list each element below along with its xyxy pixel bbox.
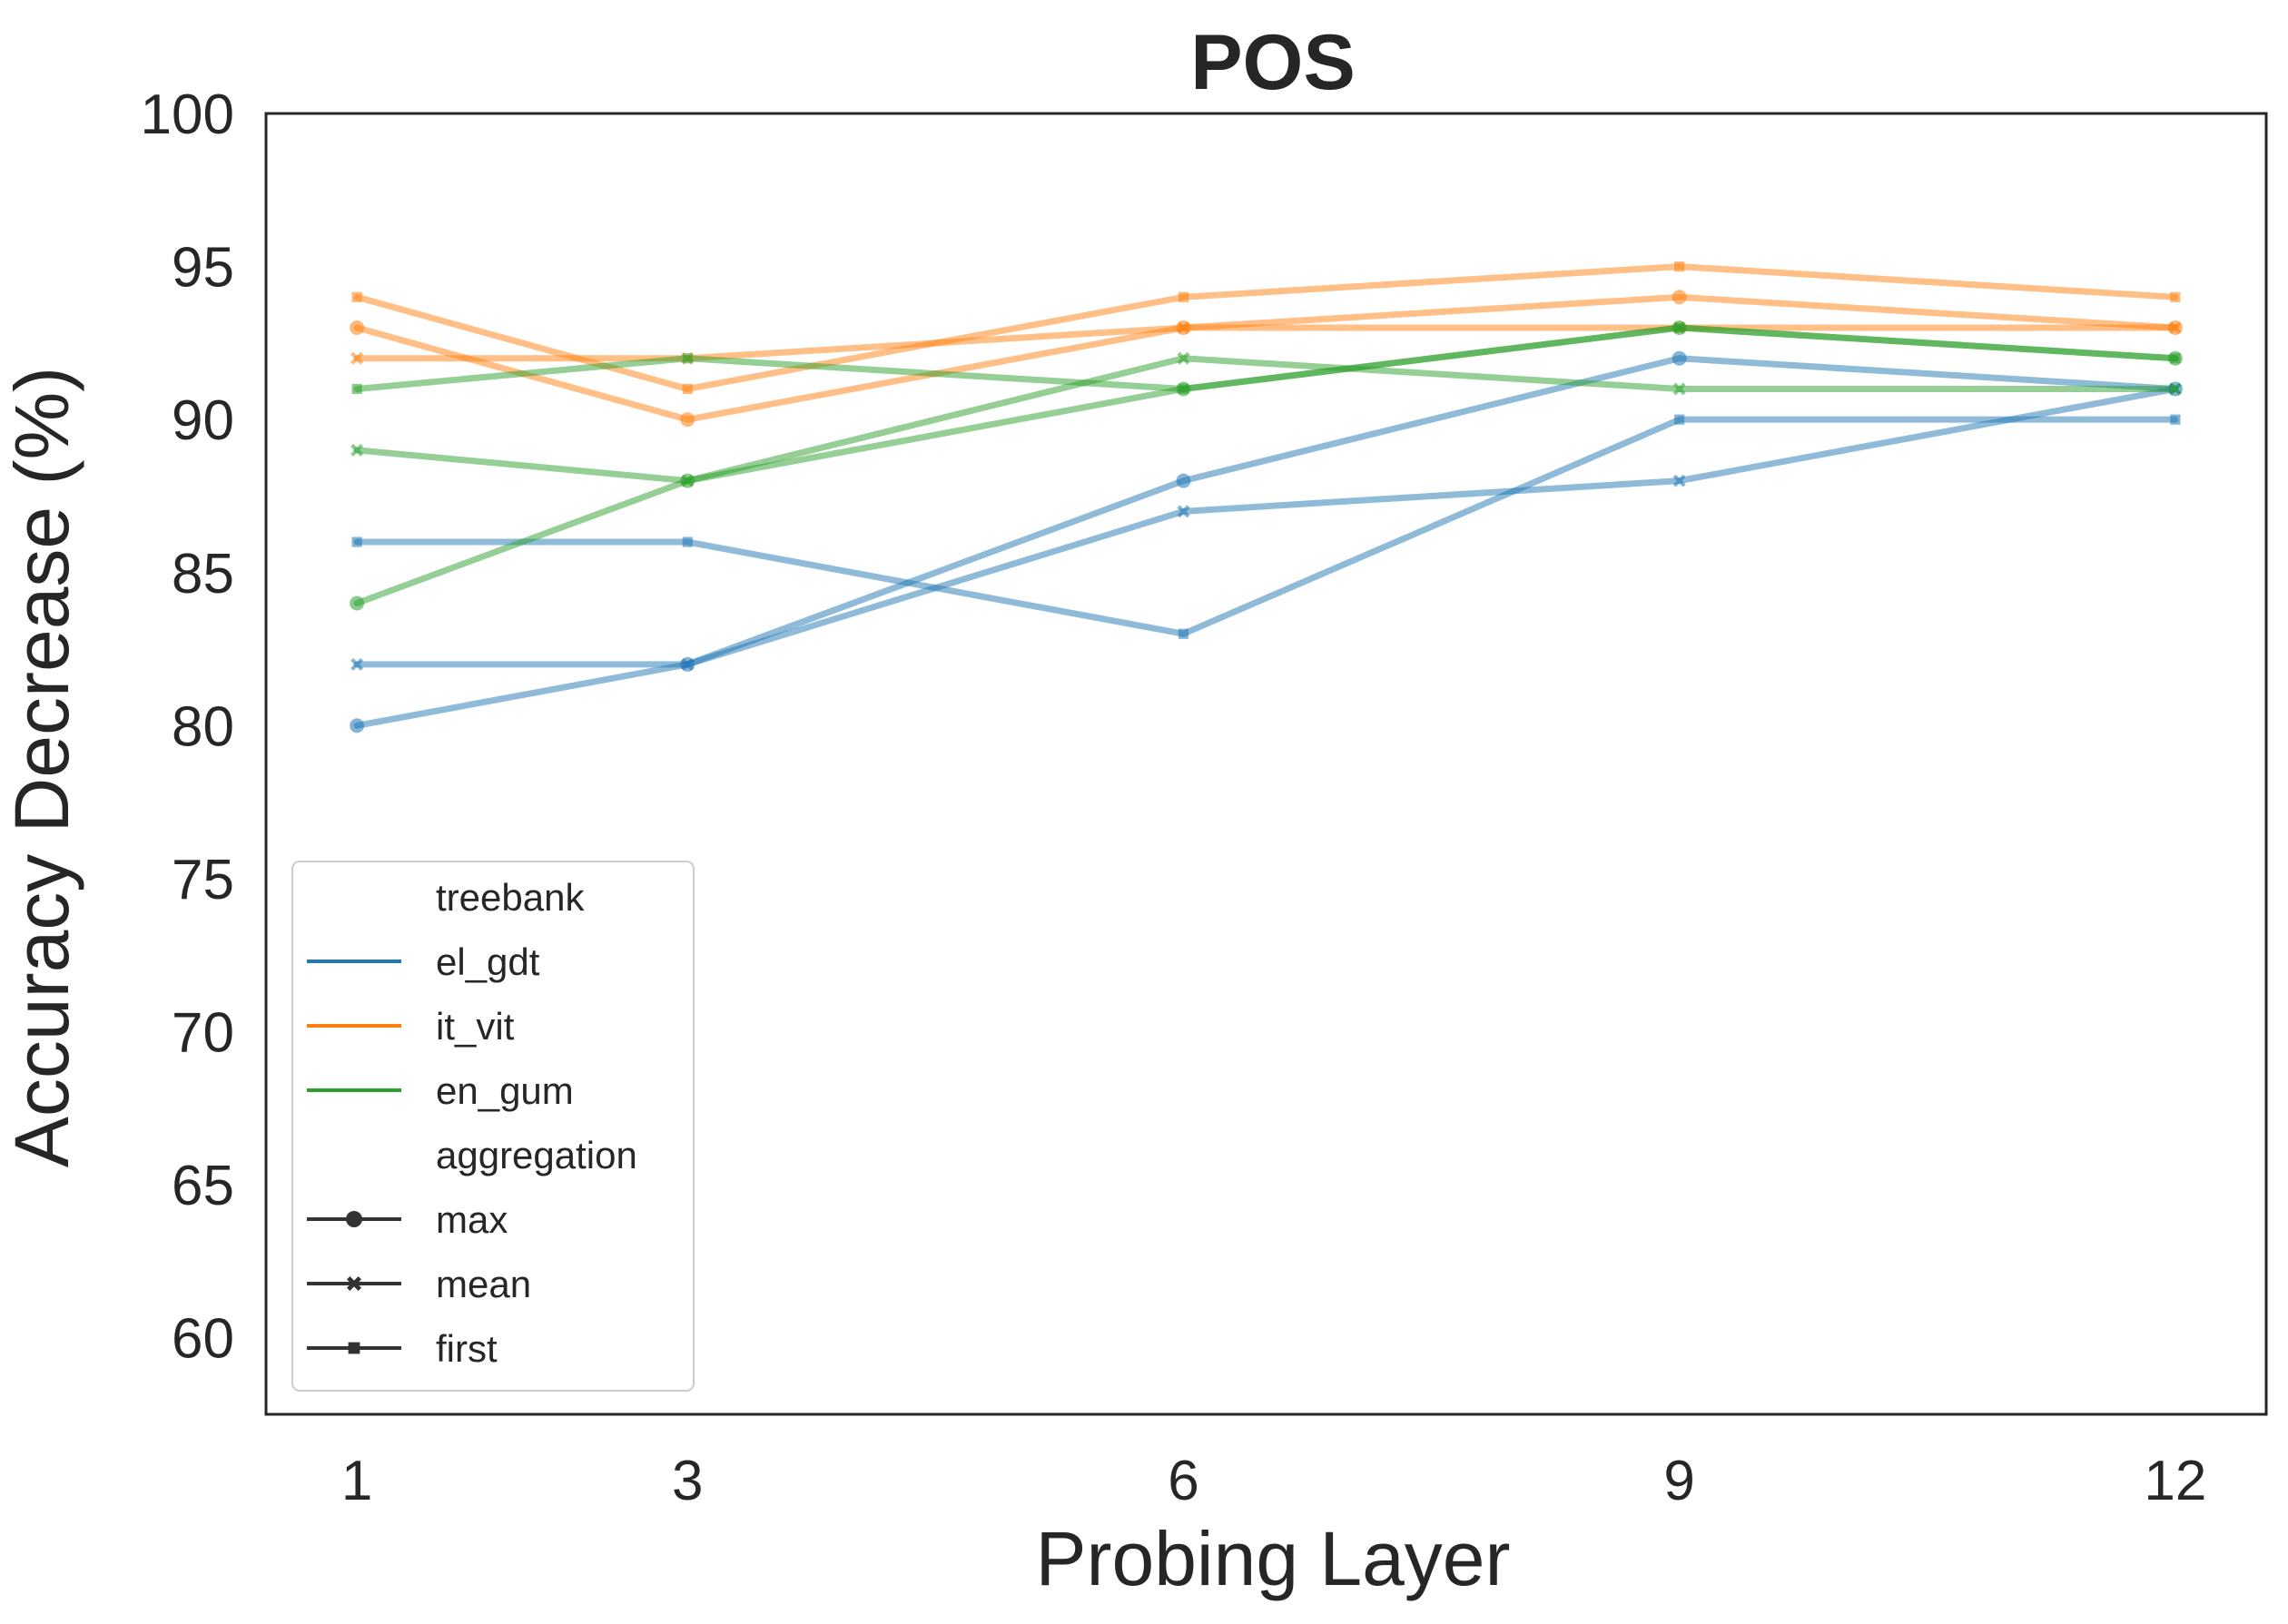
legend-title-treebank: treebank xyxy=(436,876,585,919)
series-el_gdt-first xyxy=(351,414,2181,639)
data-point xyxy=(1177,505,1190,518)
data-point xyxy=(2168,321,2182,335)
data-point xyxy=(1672,382,1686,396)
legend-entry-max: max xyxy=(307,1198,508,1241)
data-point xyxy=(350,443,364,457)
legend-title-aggregation: aggregation xyxy=(436,1134,637,1176)
legend-box xyxy=(291,861,695,1392)
legend: treebank el_gdt it_vit en_gum aggregation max… xyxy=(291,861,695,1392)
data-point xyxy=(351,291,362,302)
legend-entry-mean: mean xyxy=(307,1263,531,1305)
x-tick-label: 6 xyxy=(1168,1450,1198,1512)
y-tick-label: 75 xyxy=(172,849,234,911)
x-tick-label: 3 xyxy=(672,1450,703,1512)
data-point xyxy=(2170,353,2181,364)
data-point xyxy=(1177,351,1190,365)
y-tick-label: 100 xyxy=(141,84,234,146)
data-point xyxy=(682,353,693,364)
legend-entry-en_gum: en_gum xyxy=(307,1069,574,1112)
legend-label: first xyxy=(436,1327,498,1370)
data-point xyxy=(2170,414,2181,425)
legend-label: it_vit xyxy=(436,1005,515,1048)
legend-entry-first: first xyxy=(307,1327,498,1370)
data-point xyxy=(1674,414,1685,425)
series-en_gum-first xyxy=(351,322,2181,395)
axis-ticks: 1 3 6 9 12 60 65 70 75 80 85 90 95 100 xyxy=(141,84,2207,1512)
legend-marker-first xyxy=(348,1342,360,1354)
y-axis-label: Accuracy Decrease (%) xyxy=(0,367,84,1167)
x-tick-label: 9 xyxy=(1663,1450,1694,1512)
x-tick-label: 12 xyxy=(2144,1450,2206,1512)
data-point xyxy=(1672,474,1686,487)
x-tick-label: 1 xyxy=(341,1450,372,1512)
data-point xyxy=(1672,290,1687,305)
data-point xyxy=(680,412,695,428)
x-axis-label: Probing Layer xyxy=(1036,1516,1511,1601)
legend-marker-max xyxy=(346,1211,362,1227)
data-point xyxy=(350,320,365,336)
legend-label: mean xyxy=(436,1263,531,1305)
y-tick-label: 90 xyxy=(172,389,234,452)
chart-title: POS xyxy=(1190,19,1356,106)
data-point xyxy=(350,718,365,733)
data-point xyxy=(350,595,365,611)
y-tick-label: 60 xyxy=(172,1308,234,1371)
data-point xyxy=(1176,473,1191,488)
data-point xyxy=(2168,382,2182,396)
series-en_gum-mean xyxy=(350,351,2182,487)
y-tick-label: 95 xyxy=(172,237,234,300)
data-point xyxy=(2170,291,2181,302)
data-point xyxy=(351,536,362,547)
series-it_vit-first xyxy=(351,261,2181,395)
plot-area xyxy=(264,112,2268,1416)
data-point xyxy=(1178,628,1189,639)
legend-label: en_gum xyxy=(436,1069,574,1112)
y-tick-label: 80 xyxy=(172,695,234,758)
data-point xyxy=(682,383,693,395)
legend-label: max xyxy=(436,1198,508,1241)
data-point xyxy=(1178,291,1189,302)
y-tick-label: 65 xyxy=(172,1155,234,1217)
legend-entry-it_vit: it_vit xyxy=(307,1005,515,1048)
data-point xyxy=(1674,261,1685,272)
y-tick-label: 70 xyxy=(172,1002,234,1065)
data-point xyxy=(1178,383,1189,395)
plot-frame xyxy=(264,112,2268,1416)
data-point xyxy=(350,657,364,671)
legend-label: el_gdt xyxy=(436,940,540,983)
data-point xyxy=(681,474,695,487)
data-point xyxy=(681,657,695,671)
y-tick-label: 85 xyxy=(172,543,234,605)
data-point xyxy=(1672,350,1687,366)
data-point xyxy=(1674,322,1685,333)
legend-entry-el_gdt: el_gdt xyxy=(307,940,540,983)
data-point xyxy=(682,536,693,547)
data-point xyxy=(351,383,362,395)
data-point xyxy=(1177,321,1190,335)
data-point xyxy=(350,351,364,365)
legend-marker-mean xyxy=(347,1276,361,1291)
